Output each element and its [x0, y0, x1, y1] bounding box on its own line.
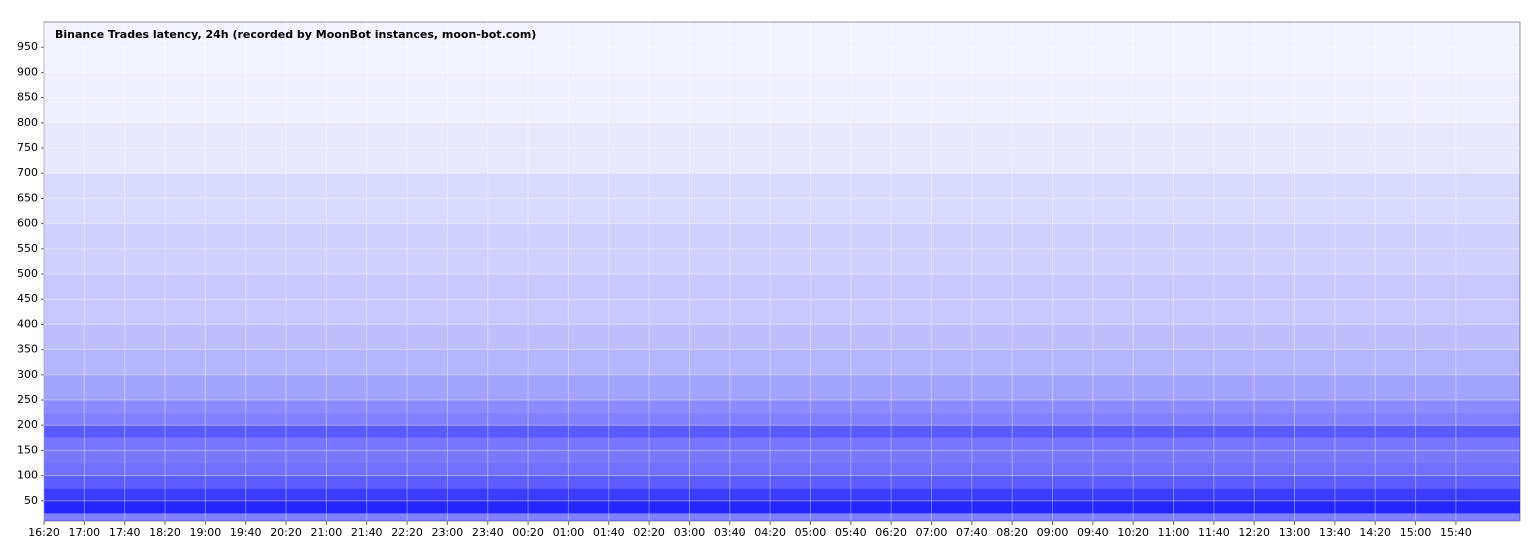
- x-tick-label: 20:20: [270, 526, 302, 539]
- x-tick-label: 13:00: [1279, 526, 1311, 539]
- density-band: [44, 72, 1520, 123]
- x-tick-label: 10:20: [1117, 526, 1149, 539]
- density-band: [44, 513, 1520, 521]
- density-band: [44, 475, 1520, 489]
- density-band: [44, 500, 1520, 514]
- y-tick-label: 50: [24, 494, 38, 507]
- x-tick-label: 23:00: [432, 526, 464, 539]
- x-tick-label: 04:20: [754, 526, 786, 539]
- y-tick-label: 150: [17, 443, 38, 456]
- x-tick-label: 11:40: [1198, 526, 1230, 539]
- x-tick-label: 19:40: [230, 526, 262, 539]
- x-tick-label: 17:40: [109, 526, 141, 539]
- x-tick-label: 18:20: [149, 526, 181, 539]
- y-tick-label: 600: [17, 217, 38, 230]
- y-tick-label: 950: [17, 40, 38, 53]
- x-tick-label: 06:20: [875, 526, 907, 539]
- x-tick-label: 17:00: [68, 526, 100, 539]
- density-band: [44, 437, 1520, 451]
- density-band: [44, 223, 1520, 275]
- x-tick-label: 14:20: [1359, 526, 1391, 539]
- x-tick-label: 19:00: [190, 526, 222, 539]
- x-tick-label: 13:40: [1319, 526, 1351, 539]
- y-tick-label: 550: [17, 242, 38, 255]
- y-tick-label: 450: [17, 292, 38, 305]
- y-tick-label: 800: [17, 116, 38, 129]
- density-band: [44, 22, 1520, 73]
- x-tick-label: 09:00: [1037, 526, 1069, 539]
- x-tick-label: 08:20: [996, 526, 1028, 539]
- density-band: [44, 374, 1520, 401]
- density-band: [44, 173, 1520, 224]
- y-tick-label: 700: [17, 166, 38, 179]
- density-band: [44, 450, 1520, 464]
- x-tick-label: 05:40: [835, 526, 867, 539]
- x-tick-label: 01:00: [553, 526, 585, 539]
- x-tick-label: 00:20: [512, 526, 544, 539]
- y-tick-label: 900: [17, 65, 38, 78]
- x-tick-label: 11:00: [1158, 526, 1190, 539]
- chart-title: Binance Trades latency, 24h (recorded by…: [55, 28, 536, 41]
- x-tick-label: 02:20: [633, 526, 665, 539]
- density-band: [44, 122, 1520, 174]
- density-band: [44, 400, 1520, 413]
- density-band: [44, 412, 1520, 426]
- y-tick-label: 650: [17, 191, 38, 204]
- x-tick-label: 09:40: [1077, 526, 1109, 539]
- density-band: [44, 349, 1520, 375]
- x-tick-label: 05:00: [795, 526, 827, 539]
- density-band: [44, 324, 1520, 350]
- x-tick-label: 03:00: [674, 526, 706, 539]
- x-tick-label: 22:20: [391, 526, 423, 539]
- density-band: [44, 488, 1520, 501]
- x-tick-label: 12:20: [1238, 526, 1270, 539]
- y-tick-label: 750: [17, 141, 38, 154]
- x-tick-label: 07:00: [916, 526, 948, 539]
- x-tick-label: 16:20: [28, 526, 60, 539]
- density-band: [44, 463, 1520, 476]
- y-tick-label: 200: [17, 418, 38, 431]
- x-tick-label: 21:00: [311, 526, 343, 539]
- x-tick-label: 15:00: [1400, 526, 1432, 539]
- y-tick-label: 250: [17, 393, 38, 406]
- x-tick-label: 15:40: [1440, 526, 1472, 539]
- y-tick-label: 100: [17, 469, 38, 482]
- x-tick-label: 21:40: [351, 526, 383, 539]
- x-tick-label: 01:40: [593, 526, 625, 539]
- x-tick-label: 03:40: [714, 526, 746, 539]
- y-tick-label: 850: [17, 91, 38, 104]
- y-tick-label: 300: [17, 368, 38, 381]
- density-band: [44, 425, 1520, 438]
- y-tick-label: 350: [17, 343, 38, 356]
- y-tick-label: 500: [17, 267, 38, 280]
- x-tick-label: 07:40: [956, 526, 988, 539]
- density-band: [44, 274, 1520, 325]
- x-tick-label: 23:40: [472, 526, 504, 539]
- y-tick-label: 400: [17, 317, 38, 330]
